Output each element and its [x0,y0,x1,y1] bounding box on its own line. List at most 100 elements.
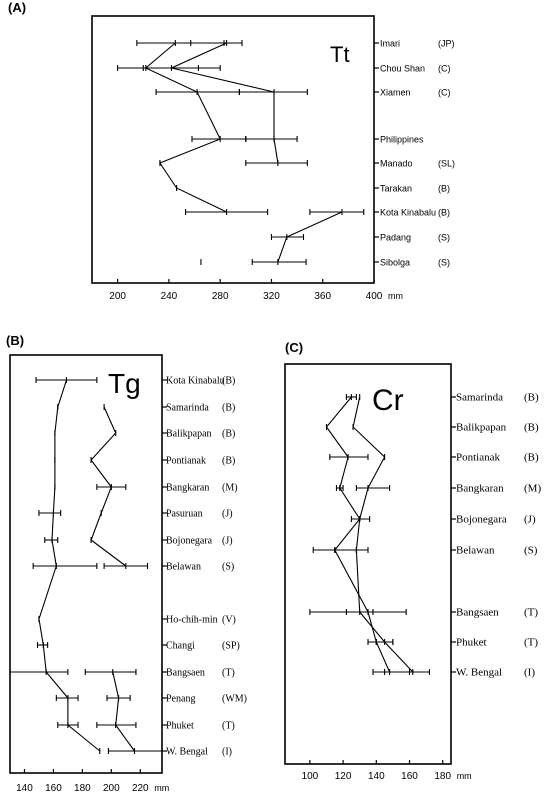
site-label: Bojonegara [456,514,507,526]
x-tick-label: 360 [314,291,331,302]
region-label: (S) [438,233,450,243]
site-label: Kota Kinabalu [166,376,225,387]
region-label: (SP) [222,641,240,652]
site-label: Philippines [380,135,424,145]
x-tick-label: 160 [45,783,62,794]
site-label: Ho-chih-min [166,615,218,626]
series-line [38,379,101,752]
region-label: (B) [524,422,539,434]
region-label: (S) [524,545,538,557]
x-tick-label: 200 [109,291,126,302]
site-label: Pontianak [456,452,500,464]
panel-c-plot: 100 120 140 160 180 mm Samarinda (B) Balikpapan (… [302,392,542,783]
panel-a-label: (A) [8,0,26,15]
site-label: Padang [380,233,411,243]
panel-c-label: (C) [285,340,303,355]
series-line [112,671,135,752]
region-label: (JP) [438,39,455,49]
region-label: (B) [222,376,235,387]
site-label: Samarinda [456,392,503,404]
x-tick-label: 320 [263,291,280,302]
series-line [169,42,279,164]
panel-a: (A) Tt 200 240 280 320 360 400 mm Imari (JP) Chou… [8,0,455,302]
region-label: (V) [222,615,236,626]
x-tick-label: 180 [434,771,451,782]
region-label: (T) [524,607,538,619]
site-label: Pasuruan [166,509,203,520]
x-tick-label: 240 [161,291,178,302]
x-tick-label: 120 [335,771,352,782]
panel-b-label: (B) [6,333,24,348]
region-label: (M) [222,483,238,494]
panel-b-tag: Tg [108,368,141,399]
site-label: Imari [380,39,400,49]
region-label: (B) [222,429,235,440]
panel-a-tag: Tt [330,42,350,67]
site-label: Phuket [166,721,194,732]
panel-a-plot: 200 240 280 320 360 400 mm Imari (JP) Chou Shan (C… [109,39,455,303]
site-label: Bangkaran [456,483,504,495]
region-label: (T) [222,668,235,679]
region-label: (J) [222,536,233,547]
site-label: Xiamen [380,88,411,98]
region-label: (B) [438,208,450,218]
panel-c-tag: Cr [372,384,404,417]
x-unit-label: mm [388,291,403,301]
site-label: Samarinda [166,403,209,414]
site-label: Balikpapan [456,422,507,434]
region-label: (I) [222,747,232,758]
site-label: W. Bengal [166,747,208,758]
site-label: Bangsaen [166,668,205,679]
region-label: (J) [524,514,536,526]
region-label: (B) [524,452,539,464]
site-label: Bangkaran [166,483,209,494]
site-label: Balikpapan [166,429,212,440]
x-tick-label: 160 [401,771,418,782]
x-tick-label: 200 [103,783,120,794]
site-label: Sibolga [380,258,410,268]
site-label: Phuket [456,637,487,649]
x-tick-label: 140 [16,783,33,794]
series-line [90,406,127,567]
panel-a-frame [91,15,375,284]
series-line [352,396,414,673]
x-tick-label: 220 [132,783,149,794]
region-label: (B) [222,456,235,467]
site-label: Tarakan [380,184,412,194]
panel-c-frame [284,363,452,765]
panel-c: (C) Cr 100 120 140 160 180 mm Samarinda (B) Bali… [284,340,542,783]
region-label: (M) [524,483,541,495]
region-label: (I) [524,667,535,679]
region-label: (B) [524,392,539,404]
region-label: (S) [438,258,450,268]
x-tick-label: 400 [366,291,383,302]
site-label: Bojonegara [166,536,213,547]
region-label: (T) [524,637,538,649]
site-label: Penang [166,694,195,705]
x-tick-label: 180 [74,783,91,794]
x-tick-label: 100 [302,771,319,782]
x-tick-label: 140 [368,771,385,782]
region-label: (T) [222,721,235,732]
region-label: (S) [222,562,234,573]
region-label: (B) [222,403,235,414]
site-label: Chou Shan [380,64,425,74]
site-label: Kota Kinabalu [380,208,436,218]
site-label: Changi [166,641,195,652]
region-label: (SL) [438,159,455,169]
x-unit-label: mm [154,783,169,793]
panel-b-frame [9,354,163,774]
x-tick-label: 280 [212,291,229,302]
region-label: (C) [438,88,451,98]
site-label: Belawan [166,562,201,573]
region-label: (B) [438,184,450,194]
site-label: Manado [380,159,413,169]
site-label: Pontianak [166,456,206,467]
site-label: Belawan [456,545,495,557]
site-label: W. Bengal [456,667,502,679]
region-label: (J) [222,509,233,520]
region-label: (C) [438,64,451,74]
